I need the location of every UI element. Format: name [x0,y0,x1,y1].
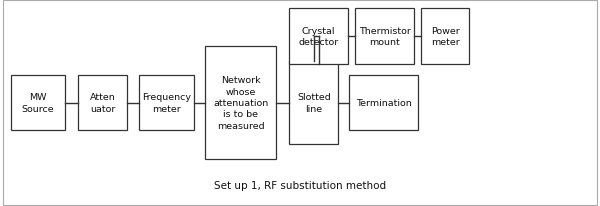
Bar [355,9,414,65]
Text: Thermistor
mount: Thermistor mount [359,27,410,47]
Text: MW
Source: MW Source [22,93,54,113]
Text: Frequency
meter: Frequency meter [142,93,191,113]
Bar [205,46,276,160]
Bar [289,9,348,65]
Bar [11,75,65,131]
Text: Set up 1, RF substitution method: Set up 1, RF substitution method [214,180,386,190]
Text: Termination: Termination [356,98,412,108]
Bar [421,9,469,65]
Text: Slotted
line: Slotted line [297,93,331,113]
Bar [139,75,194,131]
Bar [78,75,127,131]
Text: Network
whose
attenuation
is to be
measured: Network whose attenuation is to be measu… [213,76,268,130]
Text: Crystal
detector: Crystal detector [298,27,339,47]
Text: Power
meter: Power meter [431,27,460,47]
Bar [349,75,418,131]
Bar [289,62,338,144]
Text: Atten
uator: Atten uator [90,93,115,113]
